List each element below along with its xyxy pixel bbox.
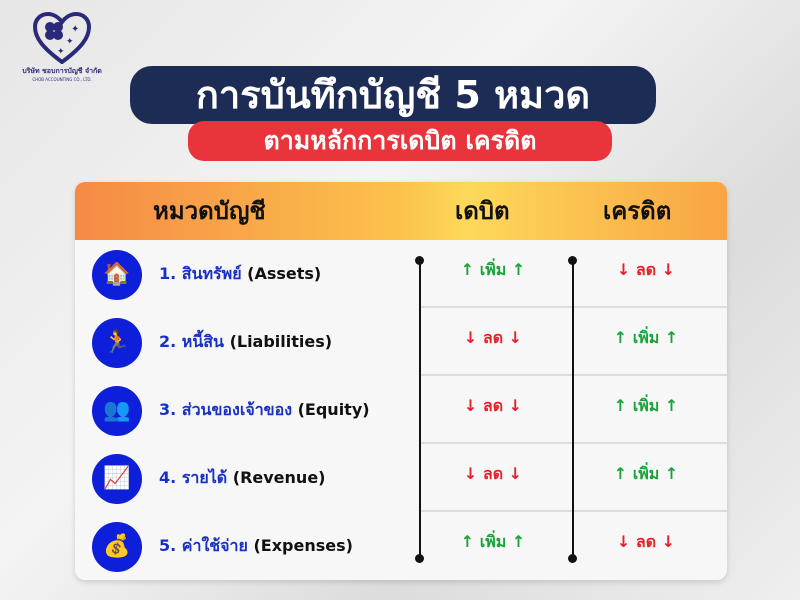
arrow-up-icon: ↑ [613,396,628,415]
arrow-down-icon: ↓ [616,532,631,551]
arrow-up-icon: ↑ [664,396,679,415]
table-row: 📈 4. รายได้ (Revenue) ↓ ลด ↓ ↑ เพิ่ม ↑ [75,444,727,512]
debit-cell: ↑ เพิ่ม ↑ [418,512,568,572]
debit-cell: ↓ ลด ↓ [418,444,568,504]
credit-value: ลด [635,260,657,279]
credit-cell: ↑ เพิ่ม ↑ [571,308,721,368]
header-category: หมวดบัญชี [153,197,266,225]
header-debit: เดบิต [455,197,510,225]
svg-text:✦: ✦ [71,24,79,35]
svg-text:✦: ✦ [66,37,74,47]
divider-dot [415,554,424,563]
category-name: 3. ส่วนของเจ้าของ (Equity) [159,400,370,419]
arrow-down-icon: ↓ [508,328,523,347]
arrow-down-icon: ↓ [616,260,631,279]
table-header: หมวดบัญชี เดบิต เครดิต [75,182,727,240]
company-name-en: CHOB ACCOUNTING CO., LTD. [32,77,92,82]
header-credit: เครดิต [603,197,672,225]
divider-dot [568,554,577,563]
page-subtitle: ตามหลักการเดบิต เครดิต [188,121,612,161]
arrow-up-icon: ↑ [460,532,475,551]
debit-cell: ↑ เพิ่ม ↑ [418,240,568,300]
arrow-down-icon: ↓ [661,532,676,551]
money-bag-out-icon: 💰 [92,522,142,572]
arrow-down-icon: ↓ [508,396,523,415]
arrow-up-icon: ↑ [664,464,679,483]
arrow-up-icon: ↑ [613,328,628,347]
credit-cell: ↑ เพิ่ม ↑ [571,376,721,436]
arrow-down-icon: ↓ [463,328,478,347]
credit-cell: ↑ เพิ่ม ↑ [571,444,721,504]
debit-value: เพิ่ม [479,532,507,551]
arrow-up-icon: ↑ [460,260,475,279]
credit-value: เพิ่ม [632,396,660,415]
svg-text:✦: ✦ [57,47,65,57]
table-row: 🏠 1. สินทรัพย์ (Assets) ↑ เพิ่ม ↑ ↓ ลด ↓ [75,240,727,308]
credit-value: ลด [635,532,657,551]
divider-dot [415,256,424,265]
company-logo: ✦ ✦ ✦ บริษัท ชอบการบัญชี จำกัด CHOB ACCOUN… [22,12,102,82]
arrow-down-icon: ↓ [463,464,478,483]
arrow-up-icon: ↑ [613,464,628,483]
arrow-up-icon: ↑ [664,328,679,347]
credit-cell: ↓ ลด ↓ [571,512,721,572]
arrow-down-icon: ↓ [463,396,478,415]
table-row: 💰 5. ค่าใช้จ่าย (Expenses) ↑ เพิ่ม ↑ ↓ ลด… [75,512,727,580]
revenue-chart-icon: 📈 [92,454,142,504]
owners-group-icon: 👥 [92,386,142,436]
credit-cell: ↓ ลด ↓ [571,240,721,300]
debit-value: เพิ่ม [479,260,507,279]
page-title: การบันทึกบัญชี 5 หมวด [130,66,656,124]
debit-divider [419,258,421,558]
table-row: 🏃 2. หนี้สิน (Liabilities) ↓ ลด ↓ ↑ เพิ่ม… [75,308,727,376]
debit-value: ลด [482,328,504,347]
divider-dot [568,256,577,265]
credit-value: เพิ่ม [632,464,660,483]
heart-clover-icon: ✦✦✦ [33,12,91,64]
arrow-down-icon: ↓ [661,260,676,279]
debit-cell: ↓ ลด ↓ [418,376,568,436]
arrow-up-icon: ↑ [511,260,526,279]
person-carrying-debt-icon: 🏃 [92,318,142,368]
debit-value: ลด [482,396,504,415]
arrow-up-icon: ↑ [511,532,526,551]
credit-value: เพิ่ม [632,328,660,347]
table-row: 👥 3. ส่วนของเจ้าของ (Equity) ↓ ลด ↓ ↑ เพิ… [75,376,727,444]
category-name: 1. สินทรัพย์ (Assets) [159,264,322,283]
accounts-table: หมวดบัญชี เดบิต เครดิต 🏠 1. สินทรัพย์ (A… [75,182,727,580]
arrow-down-icon: ↓ [508,464,523,483]
category-name: 5. ค่าใช้จ่าย (Expenses) [159,536,353,555]
company-name-th: บริษัท ชอบการบัญชี จำกัด [22,67,102,75]
debit-value: ลด [482,464,504,483]
category-name: 2. หนี้สิน (Liabilities) [159,332,333,351]
credit-divider [572,258,574,558]
category-name: 4. รายได้ (Revenue) [159,468,326,487]
house-car-money-icon: 🏠 [92,250,142,300]
debit-cell: ↓ ลด ↓ [418,308,568,368]
